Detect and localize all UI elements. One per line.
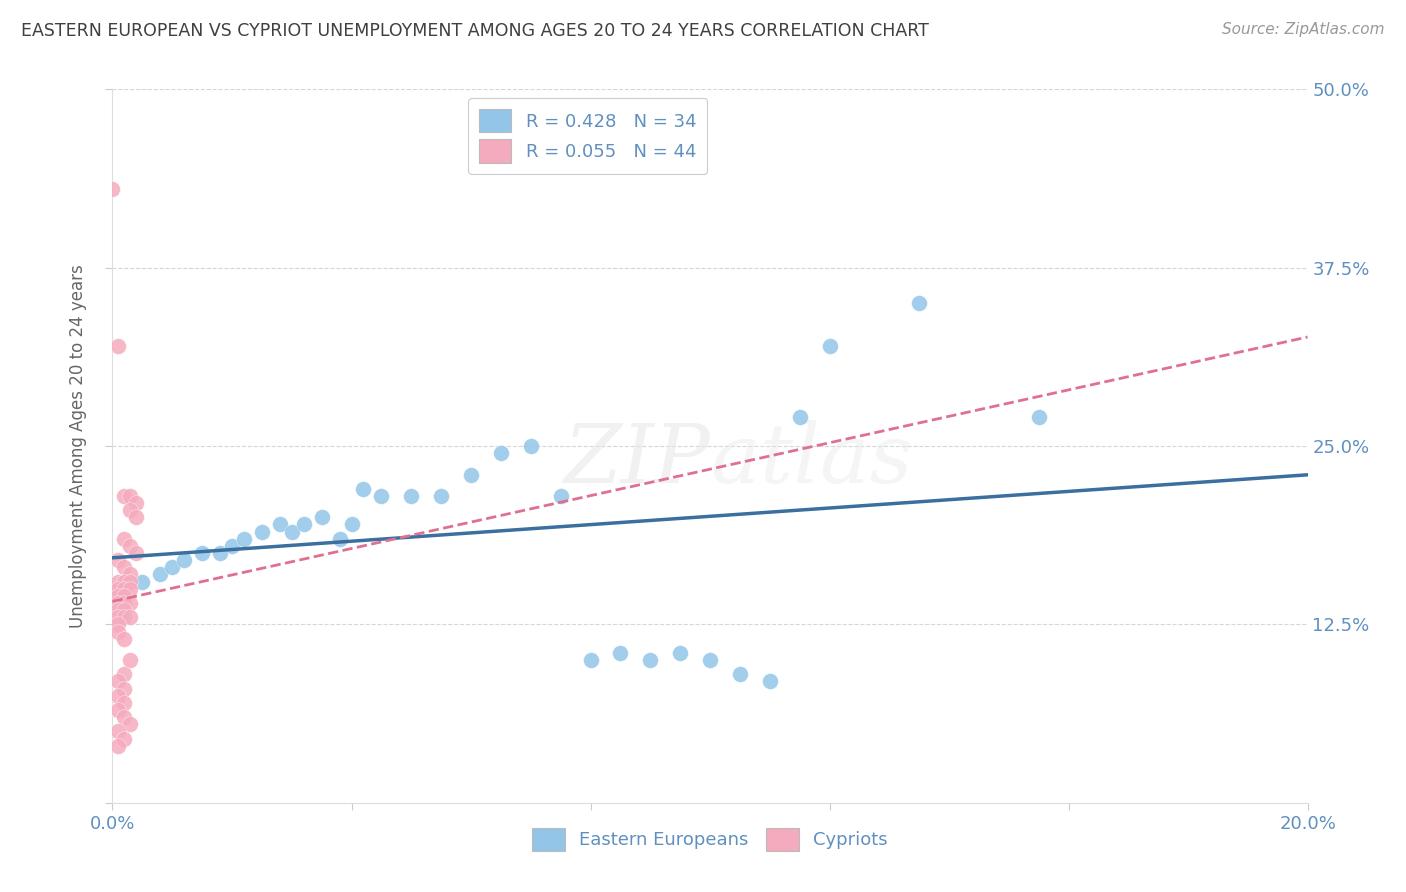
Point — [125, 496, 148, 510]
Point — [430, 489, 453, 503]
Point — [789, 410, 811, 425]
Point — [107, 582, 129, 596]
Y-axis label: Unemployment Among Ages 20 to 24 years: Unemployment Among Ages 20 to 24 years — [69, 264, 87, 628]
Point — [107, 553, 129, 567]
Point — [120, 574, 142, 589]
Point — [114, 710, 135, 724]
Point — [353, 482, 375, 496]
Point — [107, 574, 129, 589]
Point — [699, 653, 721, 667]
Text: ZIP: ZIP — [564, 420, 710, 500]
Point — [233, 532, 256, 546]
Point — [329, 532, 352, 546]
Point — [120, 610, 142, 624]
Point — [114, 489, 135, 503]
Point — [107, 739, 129, 753]
Point — [131, 574, 153, 589]
Point — [107, 339, 129, 353]
Text: EASTERN EUROPEAN VS CYPRIOT UNEMPLOYMENT AMONG AGES 20 TO 24 YEARS CORRELATION C: EASTERN EUROPEAN VS CYPRIOT UNEMPLOYMENT… — [21, 22, 929, 40]
Point — [250, 524, 273, 539]
Point — [114, 696, 135, 710]
Point — [114, 596, 135, 610]
Point — [162, 560, 183, 574]
Point — [908, 296, 931, 310]
Point — [114, 582, 135, 596]
Point — [114, 632, 135, 646]
Point — [281, 524, 304, 539]
Point — [550, 489, 572, 503]
Point — [120, 717, 142, 731]
Text: atlas: atlas — [710, 420, 912, 500]
Point — [818, 339, 841, 353]
Point — [114, 589, 135, 603]
Point — [114, 532, 135, 546]
Point — [370, 489, 392, 503]
Point — [1028, 410, 1050, 425]
Text: Source: ZipAtlas.com: Source: ZipAtlas.com — [1222, 22, 1385, 37]
Point — [107, 689, 129, 703]
Point — [114, 603, 135, 617]
Point — [114, 681, 135, 696]
Point — [579, 653, 602, 667]
Point — [489, 446, 512, 460]
Point — [120, 489, 142, 503]
Point — [107, 610, 129, 624]
Point — [107, 624, 129, 639]
Point — [107, 603, 129, 617]
Point — [120, 567, 142, 582]
Point — [114, 574, 135, 589]
Point — [107, 674, 129, 689]
Point — [669, 646, 692, 660]
Point — [120, 582, 142, 596]
Point — [173, 553, 195, 567]
Point — [609, 646, 631, 660]
Point — [125, 546, 148, 560]
Point — [125, 510, 148, 524]
Point — [759, 674, 782, 689]
Point — [292, 517, 315, 532]
Point — [107, 617, 129, 632]
Point — [114, 560, 135, 574]
Point — [114, 731, 135, 746]
Point — [101, 182, 124, 196]
Point — [209, 546, 232, 560]
Point — [107, 589, 129, 603]
Point — [269, 517, 291, 532]
Point — [640, 653, 662, 667]
Legend: Eastern Europeans, Cypriots: Eastern Europeans, Cypriots — [524, 821, 896, 858]
Point — [191, 546, 214, 560]
Point — [120, 539, 142, 553]
Point — [107, 724, 129, 739]
Point — [728, 667, 751, 681]
Point — [114, 610, 135, 624]
Point — [221, 539, 243, 553]
Point — [107, 703, 129, 717]
Point — [340, 517, 363, 532]
Point — [120, 596, 142, 610]
Point — [520, 439, 543, 453]
Point — [149, 567, 172, 582]
Point — [120, 653, 142, 667]
Point — [107, 596, 129, 610]
Point — [114, 667, 135, 681]
Point — [311, 510, 333, 524]
Point — [460, 467, 482, 482]
Point — [401, 489, 423, 503]
Point — [120, 503, 142, 517]
